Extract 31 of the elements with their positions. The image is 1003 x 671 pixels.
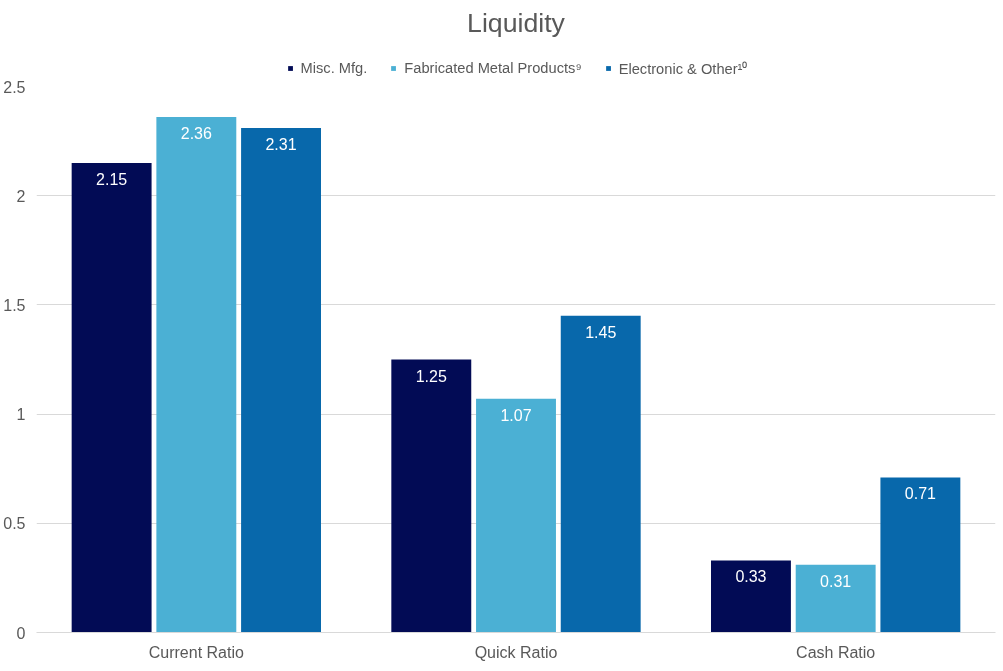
bar [156, 117, 237, 633]
bar [391, 359, 472, 633]
data-label: 0.31 [820, 572, 852, 590]
bar [795, 564, 876, 633]
bar [880, 477, 961, 633]
y-tick-label: 1.5 [3, 296, 26, 314]
bar [476, 398, 556, 633]
y-tick-label: 1 [16, 406, 26, 424]
data-label: 1.25 [415, 367, 447, 385]
y-tick-label: 2.5 [3, 78, 26, 96]
bar [71, 162, 152, 633]
data-label: 1.07 [500, 406, 532, 424]
legend-label: Misc. Mfg. [300, 60, 368, 76]
x-tick-label: Current Ratio [148, 643, 245, 661]
y-tick-label: 0.5 [3, 515, 26, 533]
data-label: 0.71 [904, 485, 937, 503]
data-label: 0.33 [735, 568, 767, 586]
bar [241, 128, 321, 633]
legend-label: Electronic & Other¹⁰ [618, 60, 748, 78]
bar [711, 560, 791, 633]
data-label: 2.36 [180, 125, 213, 143]
data-label: 1.45 [585, 323, 617, 341]
legend-label: Fabricated Metal Products⁹ [404, 60, 582, 76]
data-label: 2.31 [265, 136, 297, 153]
x-tick-label: Cash Ratio [796, 643, 876, 661]
y-tick-label: 0 [16, 624, 26, 642]
bar [560, 315, 641, 633]
chart-title: Liquidity [467, 7, 566, 38]
data-label: 2.15 [96, 170, 128, 188]
x-tick-label: Quick Ratio [474, 643, 558, 661]
y-tick-label: 2 [16, 187, 26, 205]
